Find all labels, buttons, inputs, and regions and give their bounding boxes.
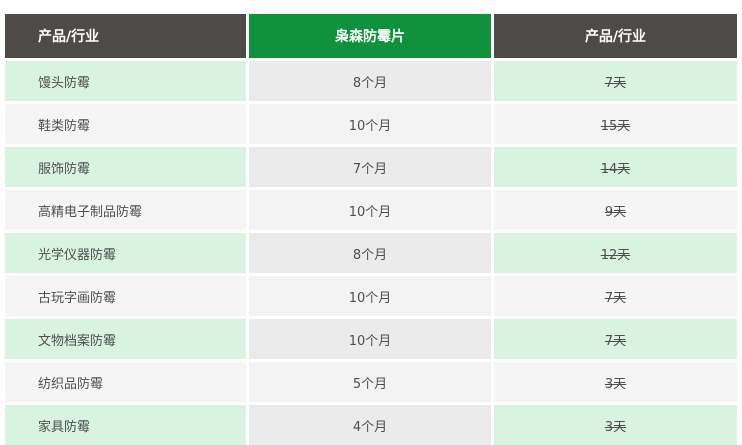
duration-cell: 8个月 (249, 233, 491, 273)
product-cell: 文物档案防霉 (5, 319, 246, 359)
duration-cell: 5个月 (249, 362, 491, 402)
product-cell: 光学仪器防霉 (5, 233, 246, 273)
product-cell: 鞋类防霉 (5, 104, 246, 144)
product-cell: 纺织品防霉 (5, 362, 246, 402)
product-cell: 家具防霉 (5, 405, 246, 445)
product-cell: 馒头防霉 (5, 61, 246, 101)
duration-cell: 10个月 (249, 104, 491, 144)
product-cell: 服饰防霉 (5, 147, 246, 187)
header-product-industry-right: 产品/行业 (494, 14, 737, 58)
mold-prevention-comparison-table: 产品/行业 枭森防霉片 产品/行业 馒头防霉 8个月 7天 鞋类防霉 10个月 … (5, 14, 737, 445)
competitor-days-cell: 14天 (494, 147, 737, 187)
header-brand-antimold-tablet: 枭森防霉片 (249, 14, 491, 58)
competitor-days-cell: 3天 (494, 405, 737, 445)
duration-cell: 4个月 (249, 405, 491, 445)
duration-cell: 10个月 (249, 190, 491, 230)
duration-cell: 8个月 (249, 61, 491, 101)
duration-cell: 10个月 (249, 319, 491, 359)
competitor-days-cell: 12天 (494, 233, 737, 273)
competitor-days-cell: 15天 (494, 104, 737, 144)
header-product-industry-left: 产品/行业 (5, 14, 246, 58)
product-cell: 高精电子制品防霉 (5, 190, 246, 230)
duration-cell: 7个月 (249, 147, 491, 187)
competitor-days-cell: 7天 (494, 276, 737, 316)
duration-cell: 10个月 (249, 276, 491, 316)
competitor-days-cell: 9天 (494, 190, 737, 230)
competitor-days-cell: 7天 (494, 319, 737, 359)
competitor-days-cell: 3天 (494, 362, 737, 402)
product-cell: 古玩字画防霉 (5, 276, 246, 316)
competitor-days-cell: 7天 (494, 61, 737, 101)
